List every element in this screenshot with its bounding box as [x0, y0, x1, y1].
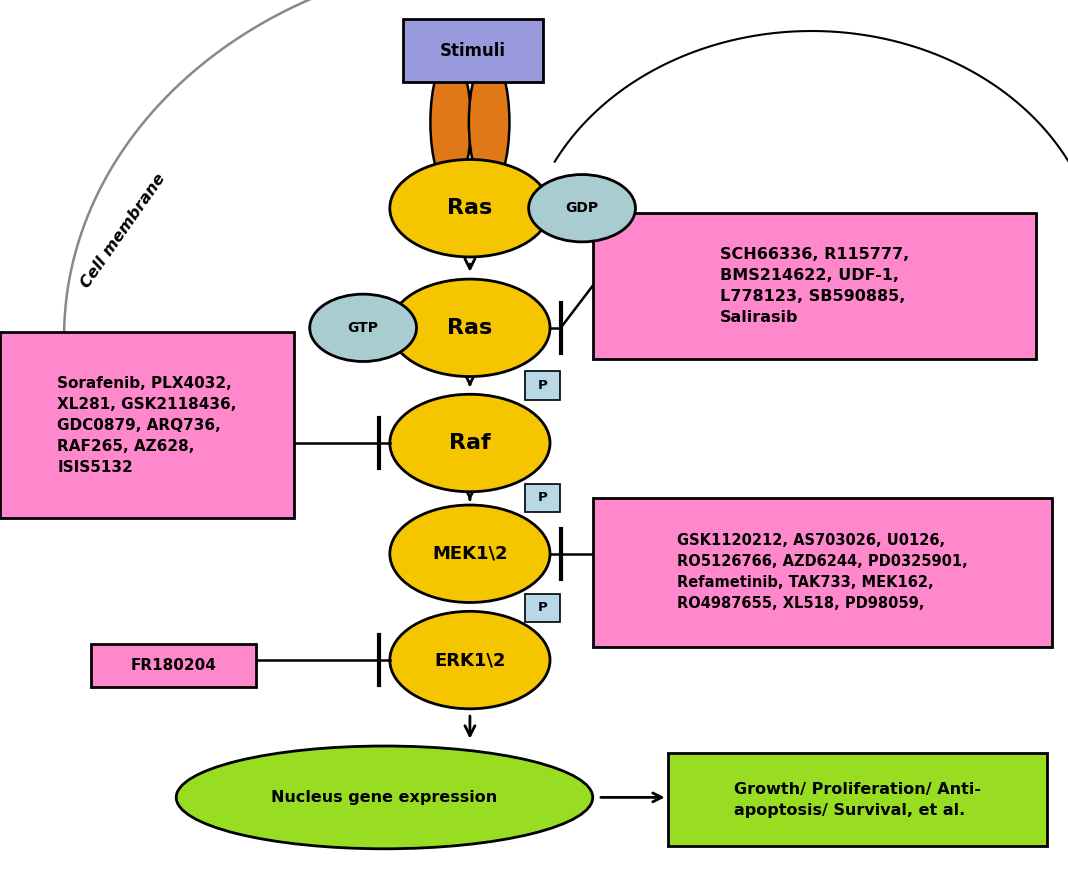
- FancyBboxPatch shape: [668, 753, 1047, 846]
- Ellipse shape: [390, 611, 550, 709]
- FancyBboxPatch shape: [0, 332, 294, 518]
- Ellipse shape: [529, 175, 635, 242]
- Text: Ras: Ras: [447, 318, 492, 338]
- Ellipse shape: [469, 56, 509, 189]
- Text: Ras: Ras: [447, 198, 492, 218]
- Text: Nucleus gene expression: Nucleus gene expression: [271, 790, 498, 804]
- FancyBboxPatch shape: [91, 644, 256, 687]
- Ellipse shape: [176, 746, 593, 849]
- Ellipse shape: [390, 279, 550, 377]
- Text: Sorafenib, PLX4032,
XL281, GSK2118436,
GDC0879, ARQ736,
RAF265, AZ628,
ISIS5132: Sorafenib, PLX4032, XL281, GSK2118436, G…: [58, 376, 236, 475]
- Text: Stimuli: Stimuli: [440, 42, 505, 60]
- Ellipse shape: [390, 505, 550, 602]
- Text: FR180204: FR180204: [130, 658, 217, 672]
- Text: MEK1\2: MEK1\2: [433, 545, 507, 563]
- Text: Cell membrane: Cell membrane: [78, 170, 168, 291]
- Text: P: P: [537, 379, 548, 392]
- Text: P: P: [537, 602, 548, 614]
- Text: GTP: GTP: [347, 321, 379, 335]
- Ellipse shape: [310, 294, 417, 361]
- Ellipse shape: [430, 56, 471, 189]
- FancyBboxPatch shape: [525, 371, 560, 400]
- Text: Raf: Raf: [450, 433, 490, 453]
- Text: GDP: GDP: [565, 201, 599, 215]
- Text: SCH66336, R115777,
BMS214622, UDF-1,
L778123, SB590885,
Salirasib: SCH66336, R115777, BMS214622, UDF-1, L77…: [720, 246, 909, 325]
- Ellipse shape: [390, 394, 550, 492]
- FancyBboxPatch shape: [525, 594, 560, 622]
- FancyBboxPatch shape: [525, 484, 560, 512]
- Text: P: P: [537, 492, 548, 504]
- Text: Growth/ Proliferation/ Anti-
apoptosis/ Survival, et al.: Growth/ Proliferation/ Anti- apoptosis/ …: [734, 781, 980, 818]
- FancyBboxPatch shape: [593, 213, 1036, 359]
- FancyBboxPatch shape: [593, 498, 1052, 647]
- FancyBboxPatch shape: [403, 19, 543, 82]
- Text: ERK1\2: ERK1\2: [435, 651, 505, 669]
- Text: GSK1120212, AS703026, U0126,
RO5126766, AZD6244, PD0325901,
Refametinib, TAK733,: GSK1120212, AS703026, U0126, RO5126766, …: [677, 533, 968, 611]
- Ellipse shape: [390, 159, 550, 257]
